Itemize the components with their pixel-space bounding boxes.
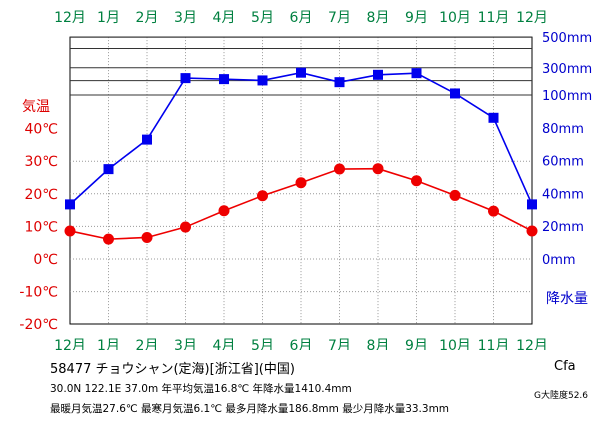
station-summary-line1: 30.0N 122.1E 37.0m 年平均気温16.8℃ 年降水量1410.4… <box>50 383 352 395</box>
month-label: 7月 <box>328 338 351 350</box>
month-label: 12月 <box>54 10 86 26</box>
precipitation-tick-label: 20mm <box>542 220 584 235</box>
precipitation-axis: 500mm 300mm 100mm 80mm 60mm 40mm 20mm 0mm <box>542 31 592 268</box>
month-labels-top: 12月 1月 2月 3月 4月 5月 6月 7月 8月 9月 10月 11月 12月 <box>54 10 548 26</box>
precipitation-point <box>527 199 537 210</box>
month-label: 1月 <box>97 10 120 26</box>
temperature-tick-label: 10℃ <box>24 219 58 235</box>
precipitation-point <box>334 77 345 88</box>
temperature-point <box>295 177 307 189</box>
temperature-tick-label: -10℃ <box>19 285 58 301</box>
station-summary-line2: 最暖月気温27.6℃ 最寒月気温6.1℃ 最多月降水量186.8mm 最少月降水… <box>50 403 450 415</box>
temperature-point <box>488 205 499 217</box>
precipitation-tick-label: 60mm <box>542 155 584 170</box>
precipitation-point <box>450 88 460 99</box>
temperature-point <box>526 225 538 237</box>
month-label: 6月 <box>290 338 313 350</box>
temperature-point <box>411 175 422 187</box>
temperature-tick-label: 40℃ <box>24 122 58 138</box>
precipitation-point <box>373 69 383 80</box>
temperature-series <box>64 163 538 245</box>
temperature-point <box>334 163 345 175</box>
temperature-axis: 40℃ 30℃ 20℃ 10℃ 0℃ -10℃ -20℃ <box>19 122 58 334</box>
precipitation-point <box>257 75 268 86</box>
continentality-index: G大陸度52.6 <box>534 391 589 401</box>
precipitation-tick-label: 500mm <box>542 31 592 46</box>
koppen-classification: Cfa <box>554 359 576 374</box>
month-label: 4月 <box>213 338 236 350</box>
month-label: 3月 <box>174 338 197 350</box>
month-label: 7月 <box>328 10 351 26</box>
temperature-tick-label: -20℃ <box>19 317 58 333</box>
month-label: 5月 <box>251 10 274 26</box>
climate-chart: 12月 1月 2月 3月 4月 5月 6月 7月 8月 9月 10月 11月 12月 12月 1月 2月 3月… <box>19 10 592 350</box>
precipitation-series <box>65 67 537 210</box>
temperature-tick-label: 20℃ <box>24 187 58 203</box>
month-label: 10月 <box>439 338 471 350</box>
month-label: 8月 <box>367 338 390 350</box>
month-label: 12月 <box>516 338 548 350</box>
precipitation-tick-label: 80mm <box>542 122 584 137</box>
temperature-point <box>372 163 384 175</box>
month-label: 4月 <box>213 10 236 26</box>
month-label: 6月 <box>290 10 313 26</box>
month-label: 9月 <box>405 10 428 26</box>
temperature-point <box>180 221 191 233</box>
month-label: 1月 <box>97 338 120 350</box>
precipitation-tick-label: 40mm <box>542 187 584 202</box>
precipitation-point <box>488 112 499 123</box>
month-label: 2月 <box>136 10 159 26</box>
precipitation-point <box>219 74 229 85</box>
month-label: 11月 <box>478 10 510 26</box>
precipitation-point <box>296 67 306 78</box>
precipitation-point <box>142 134 152 145</box>
month-label: 10月 <box>439 10 471 26</box>
month-label: 5月 <box>251 338 274 350</box>
precipitation-axis-title: 降水量 <box>546 291 588 307</box>
month-label: 9月 <box>405 338 428 350</box>
month-label: 8月 <box>367 10 390 26</box>
temperature-point <box>103 233 114 245</box>
precipitation-tick-label: 0mm <box>542 253 576 268</box>
station-title: 58477 チョウシャン(定海)[浙江省](中国) <box>50 362 295 377</box>
temperature-tick-label: 30℃ <box>24 154 58 170</box>
precipitation-point <box>103 164 114 175</box>
precipitation-tick-label: 300mm <box>542 62 592 77</box>
temperature-point <box>141 231 153 243</box>
temperature-point <box>218 205 230 217</box>
month-labels-bottom: 12月 1月 2月 3月 4月 5月 6月 7月 8月 9月 10月 11月 12月 <box>54 338 548 350</box>
month-label: 11月 <box>478 338 510 350</box>
precipitation-point <box>180 73 191 84</box>
month-label: 12月 <box>54 338 86 350</box>
precipitation-tick-label: 100mm <box>542 89 592 104</box>
month-label: 2月 <box>136 338 159 350</box>
month-label: 3月 <box>174 10 197 26</box>
temperature-point <box>257 190 268 202</box>
temperature-tick-label: 0℃ <box>33 252 58 268</box>
month-label: 12月 <box>516 10 548 26</box>
temperature-axis-title: 気温 <box>22 99 50 115</box>
temperature-point <box>64 225 76 237</box>
precipitation-point <box>411 68 422 79</box>
temperature-point <box>449 189 461 201</box>
precipitation-point <box>65 199 75 210</box>
